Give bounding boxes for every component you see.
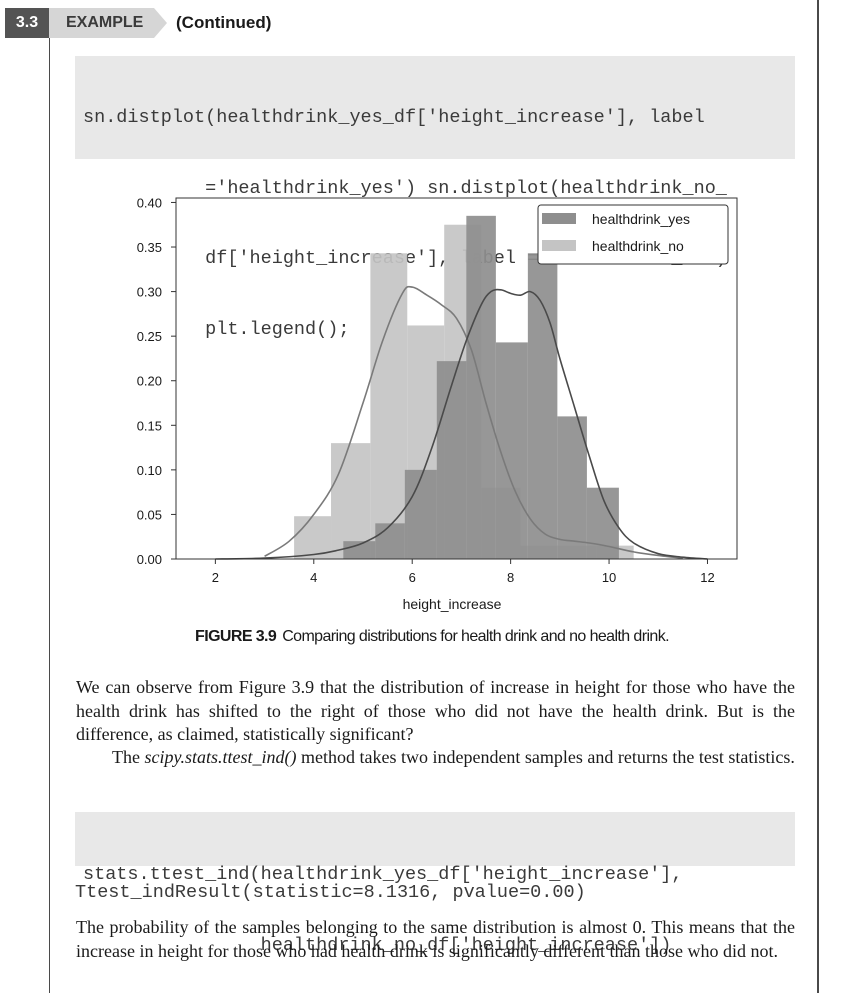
page-right-rule [817, 0, 819, 993]
x-axis-title: height_increase [403, 596, 502, 612]
healthdrink-yes-bar [436, 361, 467, 559]
example-tab: EXAMPLE [49, 8, 167, 38]
legend-label-yes: healthdrink_yes [592, 211, 690, 227]
code-line: sn.distplot(healthdrink_yes_df['height_i… [83, 107, 705, 128]
x-axis-ticks: 2 4 6 8 10 12 [212, 559, 715, 585]
example-left-rule [49, 36, 50, 993]
code-line: plt.legend(); [83, 318, 350, 340]
legend-box [537, 204, 729, 265]
x-tick-label: 12 [700, 570, 714, 585]
healthdrink-no-bar [370, 253, 408, 559]
healthdrink-yes-bar [557, 416, 587, 559]
healthdrink-yes-bar [404, 469, 437, 559]
healthdrink-yes-kde-line [215, 288, 708, 560]
paragraph-text: method takes two independent samples and… [296, 747, 795, 767]
code-block-ttest: stats.ttest_ind(healthdrink_yes_df['heig… [75, 812, 795, 956]
y-tick-label: 0.15 [137, 418, 162, 433]
healthdrink-no-bar [294, 516, 332, 559]
healthdrink-yes-bar [343, 541, 376, 559]
ttest-result-output: Ttest_indResult(statistic=8.1316, pvalue… [75, 882, 586, 903]
x-tick-label: 10 [602, 570, 616, 585]
y-axis-ticks: 0.00 0.05 0.10 0.15 0.20 0.25 0.30 0.35 0.40 [137, 195, 176, 567]
y-tick-label: 0.40 [137, 195, 162, 210]
distribution-chart: 0.00 0.05 0.10 0.15 0.20 0.25 0.30 0.35 0.40 2 4 6… [137, 195, 738, 612]
body-paragraph-conclusion: The probability of the samples belonging… [76, 917, 795, 961]
y-tick-label: 0.10 [137, 463, 162, 478]
section-number-badge: 3.3 [5, 8, 49, 38]
healthdrink-no-bar [331, 443, 371, 559]
healthdrink-yes-bar [527, 253, 558, 559]
y-tick-label: 0.05 [137, 507, 162, 522]
x-tick-label: 8 [507, 570, 514, 585]
y-tick-label: 0.20 [137, 374, 162, 389]
figure-caption: FIGURE 3.9 Comparing distributions for he… [0, 628, 864, 646]
y-tick-label: 0.25 [137, 329, 162, 344]
code-line: ='healthdrink_yes') sn.distplot(healthdr… [83, 177, 727, 199]
legend-label-no: healthdrink_no [592, 238, 684, 254]
code-line: healthdrink_no_df['height_increase']) [83, 934, 672, 956]
code-block-distplot: sn.distplot(healthdrink_yes_df['height_i… [75, 56, 795, 340]
legend-swatch-yes [542, 213, 576, 224]
figure-number: FIGURE 3.9 [195, 628, 277, 645]
legend: healthdrink_yes healthdrink_no [537, 204, 729, 265]
y-tick-label: 0.00 [137, 552, 162, 567]
x-tick-label: 6 [409, 570, 416, 585]
method-name: scipy.stats.ttest_ind() [144, 747, 297, 767]
figure-caption-text: Comparing distributions for health drink… [282, 628, 669, 645]
y-tick-label: 0.30 [137, 285, 162, 300]
body-paragraph: We can observe from Figure 3.9 that the … [76, 677, 795, 744]
continued-label: (Continued) [176, 13, 272, 32]
code-line: stats.ttest_ind(healthdrink_yes_df['heig… [83, 864, 683, 885]
body-paragraph-ttest: The scipy.stats.ttest_ind() method takes… [76, 746, 795, 770]
plot-frame [175, 197, 738, 560]
paragraph-text: The [112, 747, 145, 767]
healthdrink-yes-bar [375, 523, 405, 559]
y-tick-label: 0.35 [137, 240, 162, 255]
example-label: EXAMPLE [66, 14, 144, 31]
x-tick-label: 2 [212, 570, 219, 585]
x-tick-label: 4 [310, 570, 317, 585]
legend-swatch-no [542, 240, 576, 251]
healthdrink-no-kde-line [264, 285, 683, 559]
